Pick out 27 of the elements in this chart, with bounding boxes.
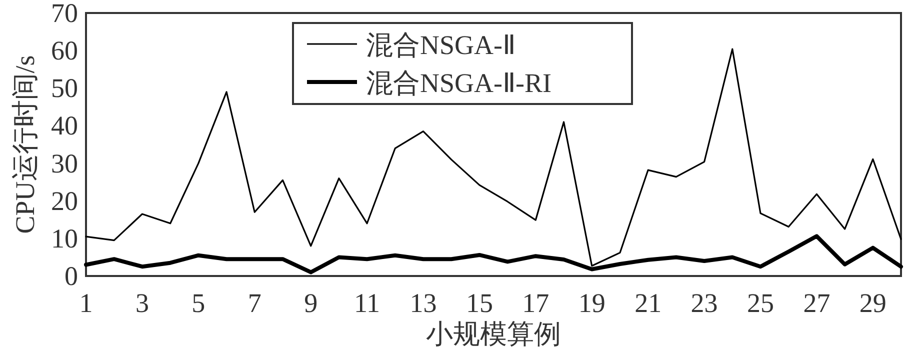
x-tick-label: 9 [304, 288, 318, 318]
y-tick-label: 30 [51, 148, 78, 178]
x-tick-label: 5 [192, 288, 206, 318]
x-tick-label: 7 [248, 288, 262, 318]
y-tick-label: 50 [51, 73, 78, 104]
x-tick-label: 19 [578, 288, 606, 318]
x-tick-label: 11 [354, 288, 380, 318]
legend-label: 混合NSGA-Ⅱ-RI [366, 68, 552, 98]
x-tick-label: 17 [522, 288, 550, 318]
y-tick-label: 10 [51, 223, 78, 254]
x-axis-title: 小规模算例 [426, 319, 561, 349]
x-tick-label: 29 [859, 288, 886, 318]
y-axis-title: CPU运行时间/s [10, 55, 40, 234]
legend-label: 混合NSGA-Ⅱ [366, 30, 516, 60]
y-tick-label: 60 [51, 36, 78, 66]
x-tick-label: 13 [410, 288, 437, 318]
x-tick-label: 27 [803, 288, 830, 318]
x-tick-label: 1 [79, 288, 93, 318]
x-tick-label: 25 [746, 288, 774, 318]
y-tick-label: 70 [51, 0, 78, 28]
y-tick-label: 40 [51, 110, 78, 141]
y-tick-label: 0 [64, 261, 78, 291]
y-tick-label: 20 [51, 186, 78, 216]
x-tick-label: 23 [690, 288, 718, 318]
x-tick-label: 3 [135, 288, 149, 318]
x-tick-label: 15 [466, 288, 493, 318]
x-tick-label: 21 [634, 288, 662, 318]
